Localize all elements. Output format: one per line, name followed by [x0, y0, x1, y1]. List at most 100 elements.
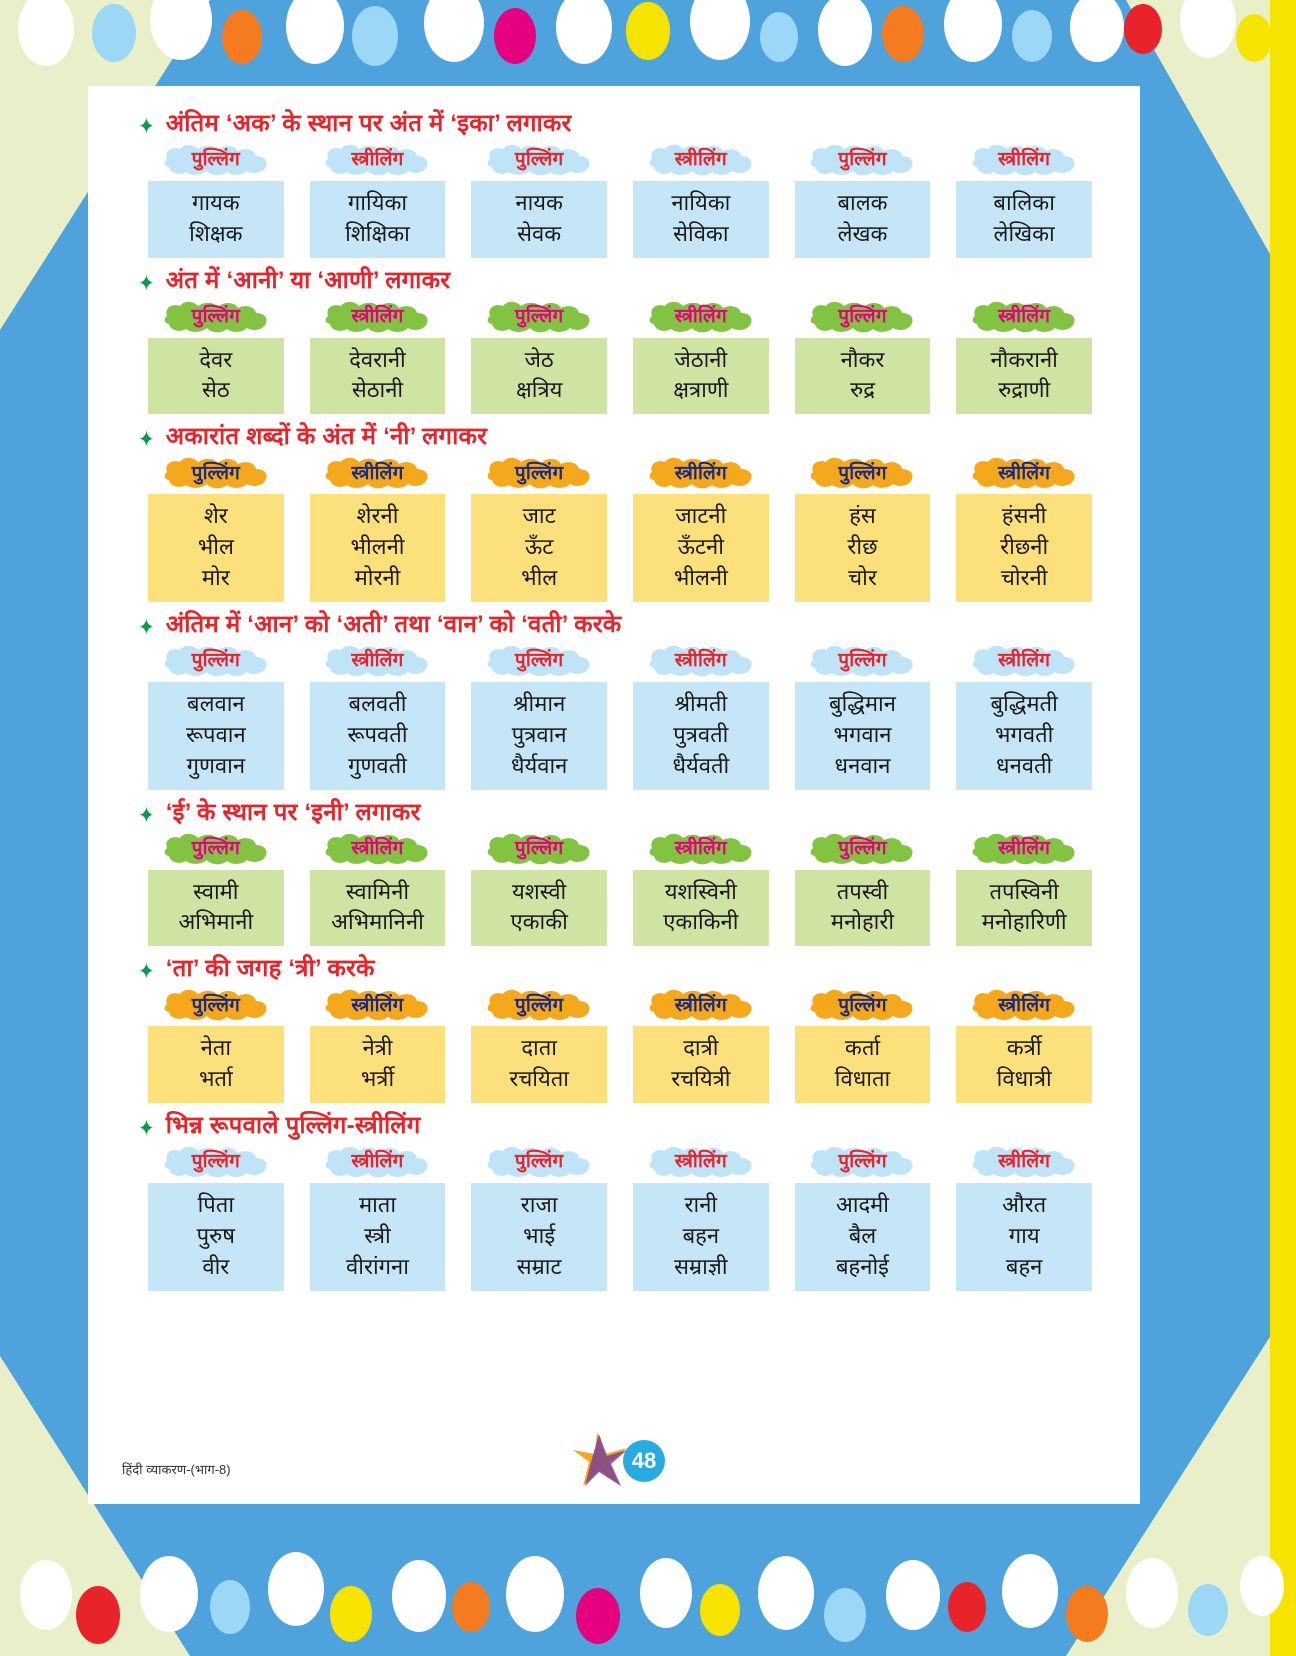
word-box: राजा भाई सम्राट [471, 1182, 607, 1291]
rule-text: ‘ई’ के स्थान पर ‘इनी’ लगाकर [165, 798, 421, 826]
label-blob-shape [164, 144, 267, 176]
gender-label-blob: पुल्लिंग [160, 988, 272, 1022]
confetti-dot [1012, 10, 1052, 62]
word-box: जाटनी ऊँटनी भीलनी [633, 494, 769, 603]
confetti-dot [210, 1580, 250, 1634]
gender-columns: पुल्लिंग बलवान रूपवान गुणवान स्त्रीलिंग बलवती… [148, 644, 1092, 790]
word-item: माता [358, 1191, 397, 1217]
rule-text: अंतिम ‘अक’ के स्थान पर अंत में ‘इका’ लगा… [165, 110, 572, 137]
word-item: पुत्रवती [673, 721, 729, 747]
gender-column: स्त्रीलिंग नायिका सेविका [633, 143, 769, 258]
gender-label: स्त्रीलिंग [998, 149, 1051, 171]
label-blob-shape [811, 144, 914, 176]
gender-column: स्त्रीलिंग कर्त्री विधात्री [956, 988, 1092, 1104]
word-box: बुद्धिमान भगवान धनवान [794, 681, 931, 790]
word-item: रचयिता [509, 1066, 569, 1092]
rule-section: ✦ ‘ता’ की जगह ‘त्री’ करके पुल्लिंग नेता भर्त… [122, 955, 1106, 1104]
gender-label-blob: पुल्लिंग [160, 456, 272, 490]
word-box: नौकर रुद्र [794, 337, 931, 415]
gender-label: स्त्रीलिंग [351, 306, 404, 327]
label-blob-shape [164, 645, 267, 677]
gender-label: स्त्रीलिंग [351, 1151, 404, 1173]
gender-label-blob: पुल्लिंग [806, 456, 918, 490]
gender-column: स्त्रीलिंग बालिका लेखिका [956, 143, 1092, 258]
rule-section: ✦ ‘ई’ के स्थान पर ‘इनी’ लगाकर पुल्लिंग स्वा… [122, 799, 1106, 947]
label-blob-shape [811, 833, 914, 864]
word-box: यशस्वी एकाकी [471, 869, 607, 947]
gender-label-blob: स्त्रीलिंग [321, 644, 433, 678]
rule-section: ✦ अंतिम में ‘आन’ को ‘अती’ तथा ‘वान’ को ‘व… [122, 611, 1106, 790]
rule-heading: ✦ अंत में ‘आनी’ या ‘आणी’ लगाकर [138, 267, 1106, 296]
word-box: कर्ता विधाता [794, 1026, 931, 1104]
gender-label-blob: पुल्लिंग [483, 988, 595, 1022]
word-item: विधाता [834, 1066, 891, 1092]
word-item: हंसनी [1001, 503, 1047, 529]
word-box: बलवती रूपवती गुणवती [309, 681, 446, 790]
label-blob-shape [972, 458, 1075, 489]
word-box: यशस्विनी एकाकिनी [633, 869, 769, 947]
word-item: अभिमानी [178, 909, 254, 935]
right-yellow-stripe [1270, 0, 1296, 1656]
gender-columns: पुल्लिंग स्वामी अभिमानी स्त्रीलिंग स्वामिनी अ… [148, 832, 1092, 947]
word-box: नेत्री भर्त्री [309, 1026, 446, 1104]
diamond-bullet-icon: ✦ [138, 1116, 155, 1142]
gender-label: पुल्लिंग [514, 149, 564, 171]
word-item: मोर [201, 565, 230, 591]
gender-column: स्त्रीलिंग श्रीमती पुत्रवती धैर्यवती [633, 644, 769, 790]
gender-label: पुल्लिंग [838, 838, 887, 860]
gender-label: पुल्लिंग [838, 994, 887, 1016]
word-item: एकाकी [510, 909, 568, 935]
gender-label-blob: स्त्रीलिंग [321, 143, 433, 177]
confetti-dot [392, 1560, 446, 1632]
label-blob-shape [326, 1146, 429, 1178]
confetti-dot [1124, 4, 1162, 54]
diamond-bullet-icon: ✦ [138, 615, 155, 641]
rule-text: अंतिम में ‘आन’ को ‘अती’ तथा ‘वान’ को ‘वत… [165, 611, 622, 639]
gender-label-blob: पुल्लिंग [806, 832, 918, 866]
label-blob-shape [326, 301, 429, 332]
gender-label-blob: पुल्लिंग [160, 644, 272, 678]
word-box: नेता भर्ता [148, 1026, 284, 1104]
word-item: तपस्विनी [989, 878, 1059, 904]
word-box: दात्री रचयित्री [633, 1026, 769, 1104]
word-box: तपस्विनी मनोहारिणी [956, 869, 1092, 947]
gender-label-blob: स्त्रीलिंग [645, 832, 757, 866]
word-item: सेठानी [351, 377, 404, 403]
label-blob-shape [972, 301, 1075, 332]
gender-label-blob: स्त्रीलिंग [321, 300, 433, 334]
gender-label: स्त्रीलिंग [351, 994, 404, 1016]
gender-label: पुल्लिंग [838, 306, 887, 327]
diamond-bullet-icon: ✦ [138, 271, 155, 297]
gender-label: स्त्रीलिंग [674, 994, 727, 1016]
word-item: पुत्रवान [511, 721, 567, 747]
label-blob-shape [487, 833, 590, 864]
diamond-bullet-icon: ✦ [138, 959, 155, 986]
word-item: स्त्री [364, 1222, 391, 1248]
word-box: श्रीमान पुत्रवान धैर्यवान [471, 681, 607, 790]
word-item: पुरुष [196, 1222, 236, 1248]
gender-label-blob: पुल्लिंग [806, 143, 918, 177]
word-box: पिता पुरुष वीर [148, 1182, 284, 1291]
confetti-dot [452, 1582, 490, 1632]
word-box: हंस रीछ चोर [794, 494, 931, 603]
word-item: भर्ता [198, 1066, 233, 1092]
word-item: नायक [515, 189, 563, 215]
word-box: बालक लेखक [794, 180, 931, 258]
gender-column: स्त्रीलिंग गायिका शिक्षिका [309, 143, 446, 258]
gender-label-blob: स्त्रीलिंग [321, 1145, 433, 1179]
word-item: नौकरानी [990, 346, 1058, 372]
word-item: भगवती [995, 721, 1054, 747]
word-item: बालिका [993, 189, 1055, 215]
label-blob-shape [811, 1146, 914, 1178]
gender-label-blob: स्त्रीलिंग [968, 143, 1080, 177]
label-blob-shape [164, 1146, 267, 1178]
rule-text: ‘ता’ की जगह ‘त्री’ करके [165, 955, 375, 983]
word-item: भील [521, 565, 558, 591]
confetti-dot [222, 10, 262, 64]
word-item: नेता [200, 1035, 232, 1061]
word-item: विधात्री [996, 1066, 1052, 1092]
confetti-dot [824, 1588, 866, 1642]
gender-column: स्त्रीलिंग जेठानी क्षत्राणी [633, 300, 769, 415]
confetti-dot [140, 1556, 198, 1632]
word-box: नायिका सेविका [633, 180, 769, 258]
